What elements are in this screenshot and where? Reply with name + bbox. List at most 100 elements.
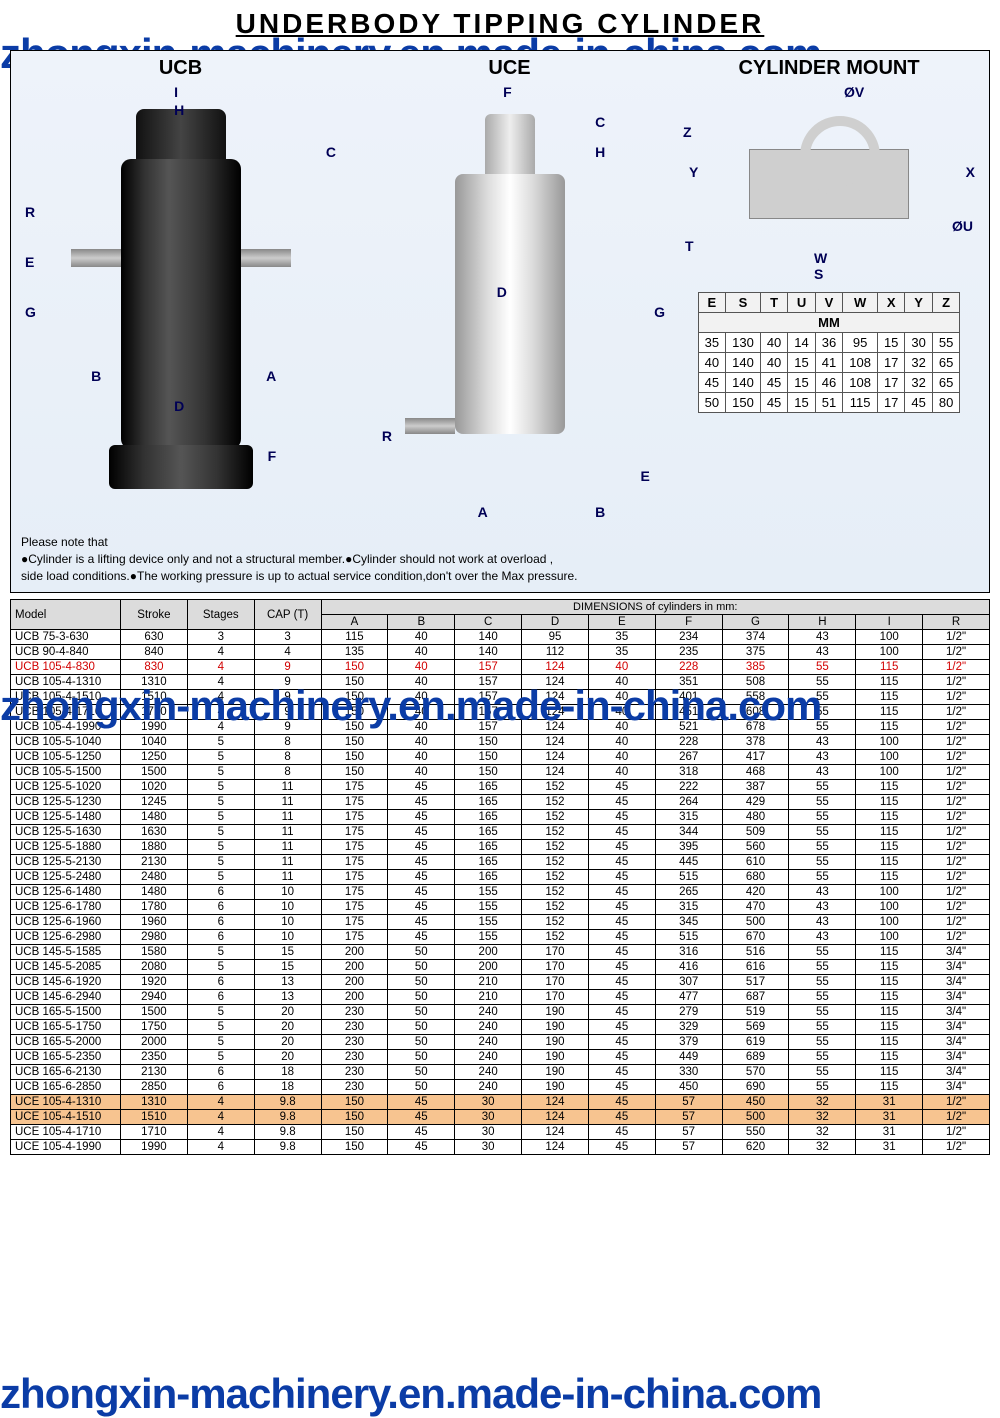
- dim-uce-F: F: [503, 84, 512, 100]
- spec-row: UCE 105-4-1510151049.8150453012445575003…: [11, 1110, 990, 1125]
- dim-hdr-B: B: [388, 615, 455, 630]
- spec-row: UCB 90-4-8408404413540140112352353754310…: [11, 645, 990, 660]
- mount-shape: [749, 149, 909, 219]
- dim-uce-G: G: [654, 304, 665, 320]
- hdr-dim-group: DIMENSIONS of cylinders in mm:: [321, 600, 989, 615]
- spec-row: UCB 145-5-208520805152005020017045416616…: [11, 960, 990, 975]
- ucb-label: UCB: [21, 57, 340, 80]
- spec-model: UCE 105-4-1710: [11, 1125, 121, 1140]
- spec-row: UCE 105-4-1710171049.8150453012445575503…: [11, 1125, 990, 1140]
- dim-mount-W: W: [814, 250, 827, 266]
- spec-model: UCB 125-6-1480: [11, 885, 121, 900]
- spec-model: UCB 165-5-2350: [11, 1050, 121, 1065]
- spec-model: UCB 145-5-1585: [11, 945, 121, 960]
- dim-hdr-H: H: [789, 615, 856, 630]
- spec-model: UCB 105-5-1500: [11, 765, 121, 780]
- dim-mount-U: ØU: [952, 218, 973, 234]
- dim-mount-Z: Z: [683, 124, 692, 140]
- spec-row: UCE 105-4-1310131049.8150453012445574503…: [11, 1095, 990, 1110]
- dim-uce-E: E: [641, 468, 650, 484]
- spec-row: UCB 105-4-131013104915040157124403515085…: [11, 675, 990, 690]
- spec-row: UCB 125-6-178017806101754515515245315470…: [11, 900, 990, 915]
- mount-hdr-E: E: [698, 293, 725, 313]
- spec-row: UCB 145-6-192019206132005021017045307517…: [11, 975, 990, 990]
- dim-uce-R: R: [382, 428, 392, 444]
- spec-row: UCB 105-5-125012505815040150124402674174…: [11, 750, 990, 765]
- dim-mount-T: T: [685, 238, 694, 254]
- spec-model: UCB 125-6-1960: [11, 915, 121, 930]
- hdr-stroke: Stroke: [121, 600, 188, 630]
- spec-model: UCB 105-4-1710: [11, 705, 121, 720]
- mount-drawing: ØV Z Y X ØU T W S: [679, 84, 979, 284]
- spec-model: UCE 105-4-1310: [11, 1095, 121, 1110]
- ucb-trunnion-right: [241, 249, 291, 267]
- dim-hdr-I: I: [856, 615, 923, 630]
- mount-row: 50150451551115174580: [698, 393, 960, 413]
- dim-hdr-E: E: [588, 615, 655, 630]
- dim-E: E: [25, 254, 34, 270]
- spec-row: UCB 165-5-200020005202305024019045379619…: [11, 1035, 990, 1050]
- spec-row: UCB 125-5-148014805111754516515245315480…: [11, 810, 990, 825]
- dim-R: R: [25, 204, 35, 220]
- spec-model: UCB 125-5-1230: [11, 795, 121, 810]
- spec-model: UCB 125-5-1880: [11, 840, 121, 855]
- spec-model: UCB 105-5-1040: [11, 735, 121, 750]
- dim-hdr-R: R: [923, 615, 990, 630]
- mount-hdr-V: V: [815, 293, 842, 313]
- spec-model: UCB 105-4-1990: [11, 720, 121, 735]
- dim-A: A: [266, 368, 276, 384]
- spec-row: UCB 75-3-6306303311540140953523437443100…: [11, 630, 990, 645]
- spec-row: UCB 165-5-235023505202305024019045449689…: [11, 1050, 990, 1065]
- dim-uce-A: A: [478, 504, 488, 520]
- dim-G: G: [25, 304, 36, 320]
- mount-column: CYLINDER MOUNT ØV Z Y X ØU T W S ESTUVWX…: [679, 57, 979, 413]
- hdr-model: Model: [11, 600, 121, 630]
- spec-row: UCB 125-6-196019606101754515515245345500…: [11, 915, 990, 930]
- ucb-column: UCB I H C R E G B A D F: [21, 57, 340, 524]
- spec-row: UCB 125-5-123012455111754516515245264429…: [11, 795, 990, 810]
- uce-label: UCE: [350, 57, 669, 80]
- dim-F: F: [268, 448, 277, 464]
- spec-model: UCE 105-4-1510: [11, 1110, 121, 1125]
- mount-row: 40140401541108173265: [698, 353, 960, 373]
- page-title: UNDERBODY TIPPING CYLINDER: [0, 0, 1000, 44]
- spec-model: UCB 125-6-1780: [11, 900, 121, 915]
- ucb-drawing: I H C R E G B A D F: [21, 84, 340, 524]
- spec-row: UCB 165-5-175017505202305024019045329569…: [11, 1020, 990, 1035]
- spec-model: UCB 125-5-1020: [11, 780, 121, 795]
- spec-row: UCB 125-5-188018805111754516515245395560…: [11, 840, 990, 855]
- spec-row: UCB 125-5-163016305111754516515245344509…: [11, 825, 990, 840]
- mount-hdr-S: S: [726, 293, 761, 313]
- spec-model: UCB 145-6-2940: [11, 990, 121, 1005]
- mount-row: 45140451546108173265: [698, 373, 960, 393]
- spec-model: UCB 125-5-1630: [11, 825, 121, 840]
- spec-row: UCB 145-6-294029406132005021017045477687…: [11, 990, 990, 1005]
- spec-model: UCB 105-5-1250: [11, 750, 121, 765]
- spec-model: UCB 75-3-630: [11, 630, 121, 645]
- mount-hdr-W: W: [843, 293, 878, 313]
- uce-cylinder-shape: [455, 174, 565, 434]
- spec-row: UCB 105-5-150015005815040150124403184684…: [11, 765, 990, 780]
- spec-model: UCB 125-6-2980: [11, 930, 121, 945]
- mount-hdr-Z: Z: [932, 293, 959, 313]
- spec-model: UCE 105-4-1990: [11, 1140, 121, 1155]
- dim-hdr-G: G: [722, 615, 789, 630]
- watermark-bottom: zhongxin-machinery.en.made-in-china.com: [0, 1370, 1000, 1418]
- hdr-stages: Stages: [187, 600, 254, 630]
- notes-title: Please note that: [21, 534, 979, 551]
- mount-hdr-T: T: [760, 293, 787, 313]
- spec-model: UCB 165-6-2850: [11, 1080, 121, 1095]
- spec-table: Model Stroke Stages CAP (T) DIMENSIONS o…: [10, 599, 990, 1155]
- dim-hdr-F: F: [655, 615, 722, 630]
- notes-line-0: ●Cylinder is a lifting device only and n…: [21, 551, 979, 568]
- spec-model: UCB 90-4-840: [11, 645, 121, 660]
- notes-block: Please note that ●Cylinder is a lifting …: [21, 534, 979, 584]
- spec-model: UCB 165-6-2130: [11, 1065, 121, 1080]
- spec-row: UCB 165-6-213021306182305024019045330570…: [11, 1065, 990, 1080]
- dim-mount-Y: Y: [689, 164, 698, 180]
- dim-uce-B: B: [595, 504, 605, 520]
- spec-row: UCB 125-6-298029806101754515515245515670…: [11, 930, 990, 945]
- dim-C: C: [326, 144, 336, 160]
- spec-model: UCB 125-5-1480: [11, 810, 121, 825]
- spec-row: UCB 125-5-213021305111754516515245445610…: [11, 855, 990, 870]
